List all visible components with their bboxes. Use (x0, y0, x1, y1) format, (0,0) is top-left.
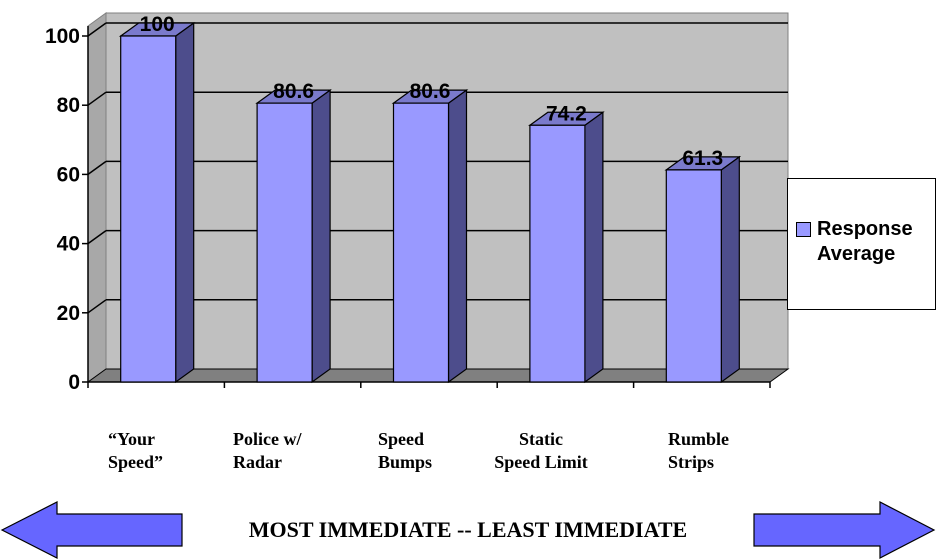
category-label-2: Police w/ Radar (233, 429, 302, 472)
y-tick-label: 60 (57, 163, 80, 186)
gridline-side (87, 299, 107, 314)
legend-label: Response Average (817, 218, 913, 265)
category-label-1: “Your Speed” (108, 429, 164, 472)
category-label-5: Rumble Strips (668, 429, 730, 472)
y-tick-label: 80 (57, 94, 80, 117)
data-label-2: 80.6 (273, 80, 314, 103)
bar-3 (392, 102, 450, 383)
bar-2 (256, 102, 313, 383)
gridline-side (87, 229, 107, 245)
data-label-1: 100 (140, 13, 175, 36)
data-label-5: 61.3 (682, 147, 723, 170)
bar-4 (529, 124, 586, 383)
left-arrow-icon (0, 501, 183, 559)
y-tick-label: 20 (57, 302, 80, 325)
y-tick-label: 0 (68, 371, 80, 394)
right-arrow-icon (753, 501, 936, 559)
legend-swatch (796, 222, 811, 237)
bar-side-3 (447, 88, 468, 384)
category-label-3: Speed Bumps (378, 429, 433, 472)
bar-side-4 (584, 111, 604, 384)
y-tick-label: 100 (45, 25, 80, 48)
immediacy-banner: MOST IMMEDIATE -- LEAST IMMEDIATE (248, 517, 688, 542)
data-label-4: 74.2 (546, 102, 587, 125)
legend: Response Average (787, 178, 936, 310)
bar-side-1 (175, 21, 195, 384)
gridline-side (87, 22, 107, 37)
category-label-4: Static Speed Limit (494, 429, 588, 472)
bar-5 (665, 169, 722, 383)
gridline-side (87, 91, 107, 106)
bar-side-2 (311, 88, 331, 384)
y-tick-label: 40 (57, 233, 80, 256)
data-label-3: 80.6 (410, 80, 451, 103)
bar-1 (120, 35, 177, 383)
gridline-side (87, 160, 107, 176)
plot-side-wall (87, 12, 107, 383)
bar-side-5 (720, 155, 740, 384)
